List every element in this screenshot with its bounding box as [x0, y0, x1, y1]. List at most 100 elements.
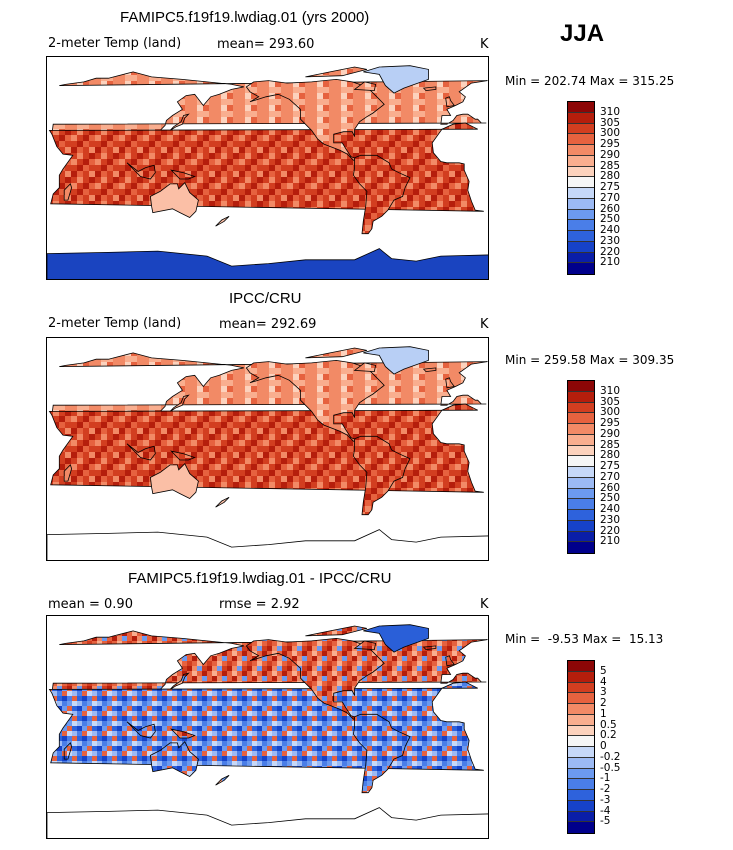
colorbar-swatch [568, 757, 594, 769]
colorbar-tick-label: 250 [600, 492, 621, 505]
landmass-uk [445, 377, 456, 389]
colorbar-swatch [568, 542, 594, 553]
panel2-title: IPCC/CRU [229, 290, 302, 307]
landmass-japan [169, 672, 190, 690]
panel2-colorbar [567, 380, 595, 554]
colorbar-swatch [568, 402, 594, 414]
panel3-rmse-label: rmse = 2.92 [219, 597, 300, 612]
colorbar-swatch [568, 714, 594, 726]
colorbar-tick-label: 0.5 [600, 718, 617, 731]
landmass-madagascar [63, 183, 73, 201]
colorbar-tick-label: 220 [600, 524, 621, 537]
landmass-greenland [363, 346, 429, 375]
landmass-namerica [245, 637, 385, 720]
landmass-madagascar [63, 742, 73, 760]
colorbar-swatch [568, 155, 594, 167]
colorbar-swatch [568, 241, 594, 253]
landmass-australia [149, 463, 199, 499]
colorbar-swatch [568, 434, 594, 446]
colorbar-tick-label: 240 [600, 503, 621, 515]
landmass-japan [169, 113, 190, 131]
colorbar-tick-label: -0.2 [600, 750, 621, 763]
panel3-title: FAMIPC5.f19f19.lwdiag.01 - IPCC/CRU [128, 570, 392, 587]
landmass-iceland [422, 86, 437, 92]
colorbar-swatch [568, 747, 594, 758]
landmass-namerica [245, 78, 385, 161]
colorbar-swatch [568, 790, 594, 801]
landmass-iceland [422, 367, 437, 373]
colorbar-swatch [568, 198, 594, 210]
landmass-africa [48, 403, 484, 493]
landmass-samerica [352, 154, 411, 235]
landmass-nz [215, 215, 230, 227]
panel2-minmax: Min = 259.58 Max = 309.35 [505, 353, 675, 367]
colorbar-tick-label: -0.5 [600, 761, 621, 774]
landmass-antarctica [47, 248, 488, 279]
colorbar-tick-label: 220 [600, 245, 621, 258]
colorbar-swatch [568, 736, 594, 747]
colorbar-tick-label: 305 [600, 395, 621, 408]
colorbar-tick-label: 285 [600, 159, 621, 172]
colorbar-swatch [568, 177, 594, 188]
colorbar-tick-label: 210 [600, 535, 621, 548]
landmass-baffin [353, 640, 377, 651]
landmass-baffin [353, 362, 377, 373]
colorbar-swatch [568, 768, 594, 780]
landmass-arctic_isl [305, 347, 367, 359]
landmass-greenland [363, 65, 429, 94]
landmass-samerica [352, 435, 411, 516]
panel2-mean-label: mean= 292.69 [219, 317, 317, 332]
panel3-mean-label: mean = 0.90 [48, 597, 133, 612]
colorbar-tick-label: -4 [600, 804, 611, 817]
landmass-baffin [353, 81, 377, 92]
colorbar-tick-label: 240 [600, 224, 621, 236]
colorbar-tick-label: 5 [600, 664, 607, 677]
landmass-australia [149, 741, 199, 777]
colorbar-tick-label: 210 [600, 256, 621, 269]
colorbar-tick-label: 300 [600, 406, 621, 419]
colorbar-tick-label: 295 [600, 417, 621, 429]
colorbar-swatch [568, 381, 594, 392]
colorbar-tick-label: 0 [600, 740, 607, 752]
landmass-ng [170, 728, 196, 739]
colorbar-tick-label: 230 [600, 234, 621, 247]
colorbar-swatch [568, 811, 594, 823]
landmass-japan [169, 394, 190, 412]
landmass-australia [149, 182, 199, 218]
panel2-units: K [480, 317, 489, 332]
colorbar-tick-label: 275 [600, 181, 621, 193]
panel3-colorbar [567, 660, 595, 834]
colorbar-swatch [568, 499, 594, 510]
colorbar-tick-label: -1 [600, 772, 611, 785]
colorbar-tick-label: 270 [600, 191, 621, 204]
colorbar-tick-label: 295 [600, 138, 621, 150]
colorbar-swatch [568, 231, 594, 242]
colorbar-swatch [568, 391, 594, 403]
panel1-mean-label: mean= 293.60 [217, 37, 315, 52]
colorbar-tick-label: -3 [600, 793, 611, 806]
colorbar-tick-label: 1 [600, 707, 607, 720]
panel2-variable-label: 2-meter Temp (land) [48, 316, 182, 331]
panel2-map [46, 337, 489, 561]
colorbar-tick-label: -5 [600, 815, 611, 828]
colorbar-swatch [568, 682, 594, 694]
landmass-africa [48, 681, 484, 771]
colorbar-tick-label: 250 [600, 213, 621, 226]
colorbar-tick-label: 260 [600, 202, 621, 215]
panel1-map [46, 56, 489, 280]
colorbar-swatch [568, 123, 594, 135]
colorbar-tick-label: 310 [600, 384, 621, 397]
colorbar-tick-label: 260 [600, 481, 621, 494]
colorbar-swatch [568, 477, 594, 489]
colorbar-tick-label: 275 [600, 460, 621, 472]
landmass-antarctica [47, 807, 488, 838]
colorbar-tick-label: 290 [600, 148, 621, 161]
colorbar-swatch [568, 725, 594, 737]
colorbar-swatch [568, 467, 594, 478]
landmass-indonesia [126, 162, 156, 180]
landmass-madagascar [63, 464, 73, 482]
colorbar-swatch [568, 661, 594, 672]
colorbar-swatch [568, 145, 594, 156]
landmass-samerica [352, 713, 411, 794]
colorbar-swatch [568, 188, 594, 199]
